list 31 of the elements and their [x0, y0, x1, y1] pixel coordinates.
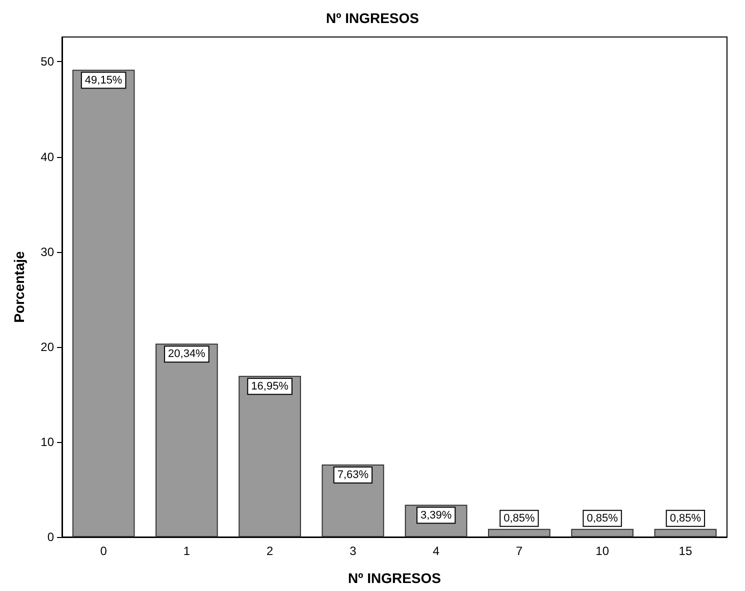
- x-tick-label: 4: [432, 544, 440, 558]
- y-tick-label: 40: [40, 150, 54, 164]
- data-label: 3,39%: [420, 509, 452, 522]
- chart-title: Nº INGRESOS: [326, 10, 420, 26]
- x-tick-label: 2: [266, 544, 274, 558]
- y-tick-label: 0: [47, 530, 54, 544]
- data-label: 7,63%: [337, 468, 369, 481]
- y-tick-label: 20: [40, 340, 54, 354]
- x-tick-label: 10: [596, 544, 610, 558]
- data-label: 0,85%: [586, 512, 618, 524]
- data-label: 0,85%: [670, 512, 702, 524]
- x-tick-label: 1: [183, 544, 190, 558]
- y-tick-label: 30: [40, 244, 54, 259]
- bar: [156, 344, 218, 537]
- data-label: 49,15%: [84, 74, 122, 86]
- y-tick-label: 10: [40, 434, 54, 449]
- x-tick-label: 3: [350, 544, 357, 558]
- bar: [488, 528, 550, 537]
- x-tick-label: 15: [678, 544, 692, 558]
- data-label: 0,85%: [504, 512, 535, 524]
- data-label: 20,34%: [168, 348, 206, 360]
- y-axis-title: Porcentaje: [11, 250, 27, 323]
- bar: [72, 70, 135, 537]
- x-axis-title: Nº INGRESOS: [348, 570, 442, 586]
- x-tick-label: 0: [100, 544, 108, 558]
- data-label: 16,95%: [251, 380, 289, 392]
- bar: [238, 376, 301, 537]
- y-tick-label: 50: [40, 54, 54, 69]
- bar: [654, 528, 717, 537]
- bar: [571, 528, 634, 537]
- x-tick-label: 7: [516, 544, 523, 558]
